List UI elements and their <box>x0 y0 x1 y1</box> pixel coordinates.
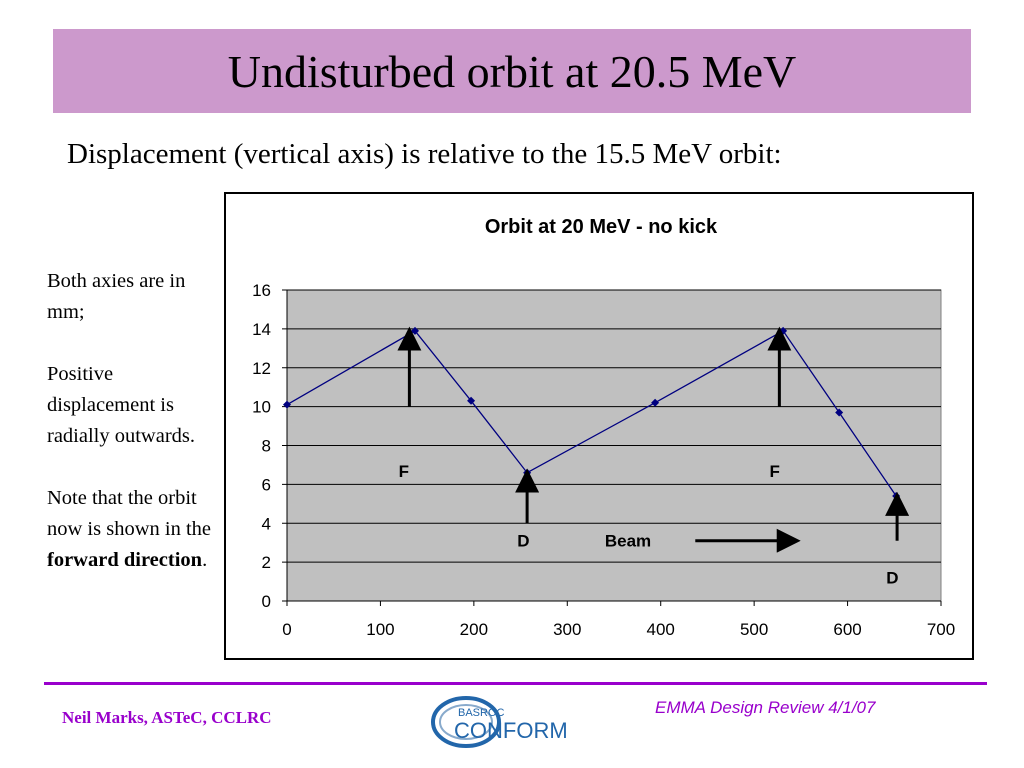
y-tick-label-10: 10 <box>252 398 271 417</box>
data-point-2 <box>467 396 476 405</box>
slide-subtitle: Displacement (vertical axis) is relative… <box>67 138 782 170</box>
note-end: . <box>202 549 208 571</box>
x-tick-label-700: 700 <box>927 620 955 639</box>
annotation-label-d-3: D <box>886 569 898 588</box>
x-tick-label-400: 400 <box>647 620 675 639</box>
y-tick-label-4: 4 <box>262 514 271 533</box>
x-tick-label-300: 300 <box>553 620 581 639</box>
data-point-4 <box>651 398 660 407</box>
orbit-chart: Orbit at 20 MeV - no kick 0 2 4 6 8 10 12 14 16 0… <box>252 216 955 639</box>
data-point-0 <box>283 400 291 409</box>
beam-label: Beam <box>605 532 651 551</box>
y-tick-label-0: 0 <box>262 592 271 611</box>
x-tick-label-200: 200 <box>460 620 488 639</box>
note-positive-displacement: Positive displacement is radially outwar… <box>47 363 196 447</box>
x-tick-label-0: 0 <box>282 620 291 639</box>
y-tick-label-12: 12 <box>252 359 271 378</box>
chart-frame: Orbit at 20 MeV - no kick 0 2 4 6 8 10 12 14 16 0… <box>224 192 974 660</box>
series-line-0 <box>286 329 897 497</box>
note-forward-direction: Note that the orbit now is shown in the … <box>47 483 225 576</box>
x-tick-label-100: 100 <box>366 620 394 639</box>
y-tick-label-16: 16 <box>252 281 271 300</box>
note-text: Note that the orbit now is shown in the <box>47 487 211 540</box>
note-bold-text: forward direction <box>47 549 203 571</box>
footer-event: EMMA Design Review 4/1/07 <box>655 698 876 717</box>
y-tick-label-6: 6 <box>262 475 271 494</box>
note-axes-units: Both axies are in mm; <box>47 270 186 323</box>
annotation-label-f-0: F <box>399 462 409 481</box>
chart-title: Orbit at 20 MeV - no kick <box>485 216 718 238</box>
slide-title: Undisturbed orbit at 20.5 MeV <box>227 45 797 97</box>
y-tick-label-8: 8 <box>262 437 271 456</box>
annotation-label-d-1: D <box>517 532 529 551</box>
annotation-label-f-2: F <box>770 462 780 481</box>
x-tick-label-500: 500 <box>740 620 768 639</box>
conform-logo: BASROC CONFORM <box>431 696 568 748</box>
footer-author: Neil Marks, ASTeC, CCLRC <box>62 708 272 727</box>
title-banner: Undisturbed orbit at 20.5 MeV <box>53 29 971 113</box>
y-tick-label-14: 14 <box>252 320 271 339</box>
x-tick-label-600: 600 <box>833 620 861 639</box>
data-point-6 <box>835 408 844 417</box>
logo-bottom-text: CONFORM <box>454 718 568 743</box>
notes-panel: Both axies are in mm; Positive displacem… <box>47 266 225 576</box>
y-tick-label-2: 2 <box>262 553 271 572</box>
footer-divider <box>44 682 987 685</box>
logo-top-text: BASROC <box>458 707 505 719</box>
